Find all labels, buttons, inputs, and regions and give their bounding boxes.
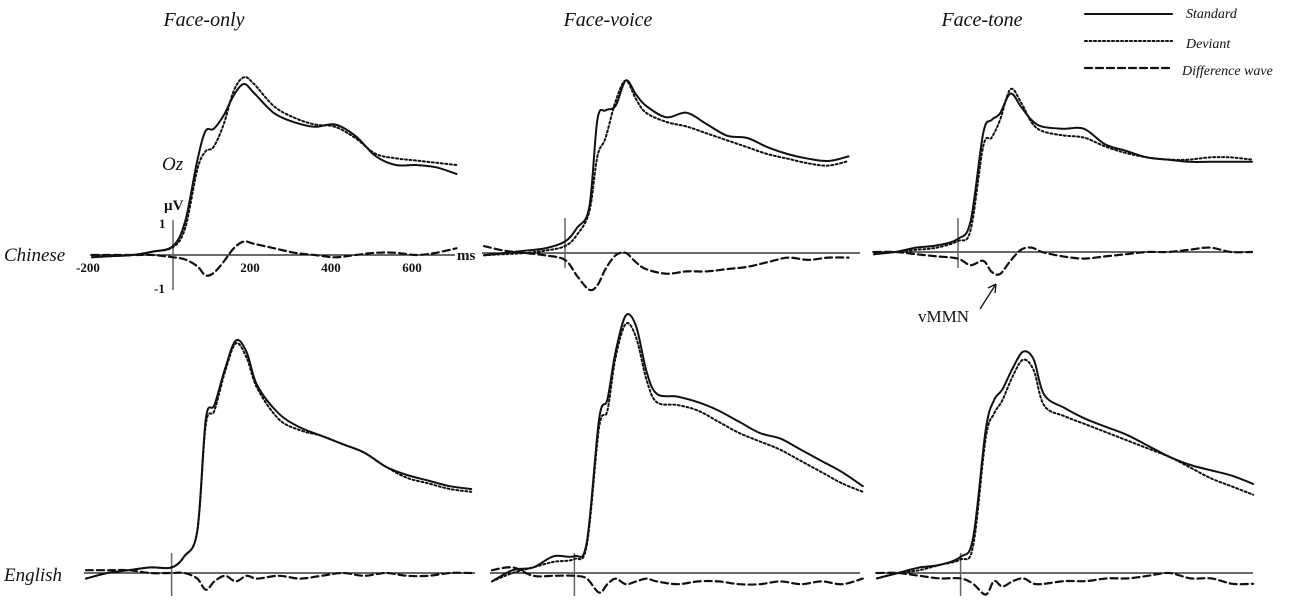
legend: Standard Deviant Difference wave: [1083, 7, 1273, 79]
series-difference-wave-english-face-voice: [490, 566, 864, 594]
panel-english-face-tone: [875, 350, 1255, 596]
series-deviant-english-face-tone: [876, 358, 1255, 580]
panel-chinese-face-voice: [482, 79, 860, 292]
panel-chinese-face-tone: [872, 87, 1254, 276]
series-standard-chinese-face-tone: [873, 92, 1253, 256]
series-deviant-chinese-face-only: [91, 76, 458, 259]
y-tick-minus1: -1: [154, 281, 165, 296]
column-title-face-only: Face-only: [162, 9, 244, 31]
axis-annotations: Oz µV 1 -1 -200 200 400 600 ms: [76, 154, 475, 296]
series-standard-english-face-tone: [876, 350, 1255, 580]
panel-english-face-only: [84, 338, 475, 596]
x-tick-400: 400: [321, 260, 341, 275]
series-difference-wave-chinese-face-tone: [872, 246, 1254, 276]
y-unit-label: µV: [164, 198, 184, 214]
series-deviant-chinese-face-voice: [483, 79, 850, 257]
panel-english-face-voice: [490, 313, 864, 596]
y-tick-1: 1: [159, 216, 166, 231]
series-deviant-english-face-voice: [491, 322, 864, 583]
series-difference-wave-english-face-tone: [875, 571, 1255, 596]
row-label-english: English: [3, 565, 62, 586]
column-title-face-tone: Face-tone: [940, 9, 1022, 31]
x-tick-600: 600: [402, 260, 422, 275]
column-title-face-voice: Face-voice: [563, 9, 653, 31]
series-standard-english-face-voice: [491, 313, 864, 583]
row-label-chinese: Chinese: [4, 245, 65, 266]
vmmn-annotation: vMMN: [918, 283, 997, 326]
vmmn-label: vMMN: [918, 307, 969, 326]
legend-label-difference-wave: Difference wave: [1181, 64, 1273, 79]
series-standard-chinese-face-voice: [483, 79, 850, 257]
x-tick-minus200: -200: [76, 260, 100, 275]
panel-chinese-face-only: [90, 76, 458, 290]
vmmn-arrow-head: [987, 283, 997, 294]
series-difference-wave-chinese-face-voice: [482, 245, 850, 292]
vmmn-arrow-line: [979, 283, 997, 310]
x-tick-200: 200: [240, 260, 260, 275]
series-standard-english-face-only: [85, 338, 473, 580]
series-deviant-chinese-face-tone: [873, 87, 1253, 256]
series-standard-chinese-face-only: [91, 83, 458, 259]
series-deviant-english-face-only: [85, 342, 473, 580]
series-difference-wave-english-face-only: [84, 568, 473, 591]
x-unit-label: ms: [457, 248, 475, 264]
legend-label-deviant: Deviant: [1185, 37, 1231, 52]
channel-label: Oz: [162, 154, 184, 175]
series-difference-wave-chinese-face-only: [90, 240, 458, 277]
legend-label-standard: Standard: [1186, 7, 1238, 22]
